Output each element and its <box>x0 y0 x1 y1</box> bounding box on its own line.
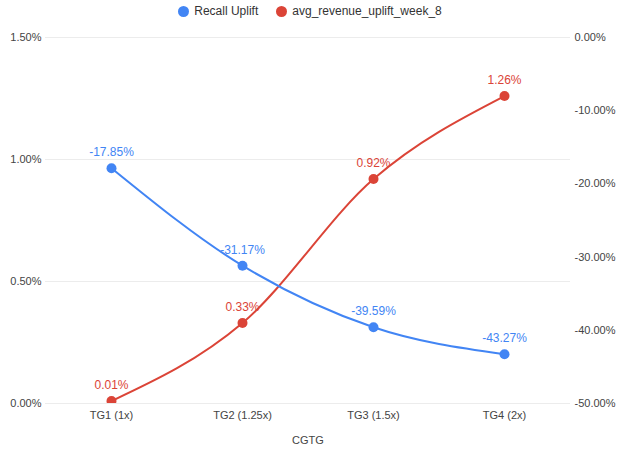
svg-text:0.33%: 0.33% <box>225 300 259 314</box>
svg-text:-50.00%: -50.00% <box>575 397 616 409</box>
svg-text:-39.59%: -39.59% <box>351 304 396 318</box>
svg-text:0.00%: 0.00% <box>575 31 606 43</box>
svg-text:TG2 (1.25x): TG2 (1.25x) <box>213 409 272 421</box>
svg-text:0.92%: 0.92% <box>356 156 390 170</box>
html-text:Recall Uplift: Recall Uplift <box>194 4 259 18</box>
svg-text:-17.85%: -17.85% <box>89 145 134 159</box>
svg-text:1.26%: 1.26% <box>487 73 521 87</box>
svg-text:-43.27%: -43.27% <box>482 331 527 345</box>
svg-text:-10.00%: -10.00% <box>575 104 616 116</box>
svg-text:TG4 (2x): TG4 (2x) <box>483 409 526 421</box>
html-text:avg_revenue_uplift_week_8: avg_revenue_uplift_week_8 <box>292 4 442 18</box>
svg-text:CGTG: CGTG <box>292 434 324 446</box>
svg-text:TG1 (1x): TG1 (1x) <box>90 409 133 421</box>
svg-text:-31.17%: -31.17% <box>220 243 265 257</box>
svg-text:1.50%: 1.50% <box>10 31 41 43</box>
svg-text:0.50%: 0.50% <box>10 275 41 287</box>
svg-text:0.01%: 0.01% <box>94 378 128 392</box>
svg-text:-40.00%: -40.00% <box>575 324 616 336</box>
svg-text:-30.00%: -30.00% <box>575 251 616 263</box>
svg-text:1.00%: 1.00% <box>10 153 41 165</box>
svg-text:-20.00%: -20.00% <box>575 177 616 189</box>
svg-text:TG3 (1.5x): TG3 (1.5x) <box>347 409 400 421</box>
svg-text:0.00%: 0.00% <box>10 397 41 409</box>
